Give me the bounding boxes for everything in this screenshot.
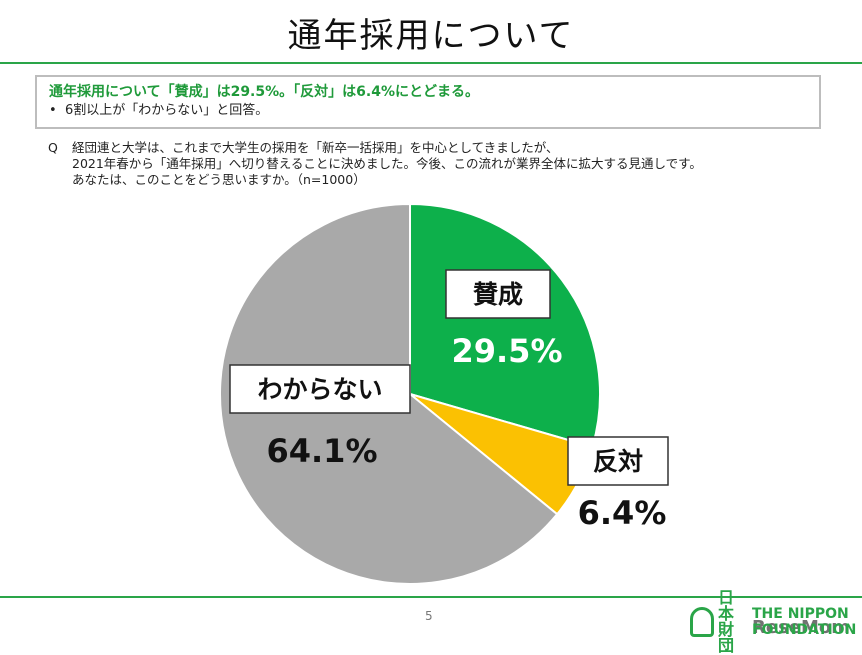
nippon-foundation-logo: 日本 財団 THE NIPPON FOUNDATION <box>690 590 860 654</box>
logo-ja-line1: 日本 <box>718 588 735 623</box>
question-line-3: あなたは、このことをどう思いますか。（n=1000） <box>72 172 366 187</box>
slice-label-3: わからない 64.1% <box>229 364 411 470</box>
logo-english: THE NIPPON FOUNDATION <box>752 606 856 638</box>
logo-en-line2: FOUNDATION <box>752 622 857 638</box>
slice-value-label: 29.5% <box>451 332 562 370</box>
page-title: 通年採用について <box>287 16 575 56</box>
question-line-2: 2021年春から「通年採用」へ切り替えることに決めました。今後、この流れが業界全… <box>72 156 702 171</box>
summary-box: 通年採用について「賛成」は29.5%。「反対」は6.4%にとどまる。 • 6割以… <box>35 75 821 129</box>
page-number: 5 <box>425 609 433 623</box>
summary-headline: 通年採用について「賛成」は29.5%。「反対」は6.4%にとどまる。 <box>49 84 479 100</box>
question-line-1: 経団連と大学は、これまで大学生の採用を「新卒一括採用」を中心としてきましたが、 <box>72 140 559 155</box>
pie-slice-1 <box>409 202 601 449</box>
footer-divider <box>0 596 862 598</box>
summary-bullet-text: 6割以上が「わからない」と回答。 <box>64 103 269 118</box>
foundation-logo-icon <box>690 607 714 637</box>
logo-ja-line2: 財団 <box>718 620 735 655</box>
slice-label-box <box>567 436 669 486</box>
slice-label-box <box>445 269 551 319</box>
slice-label-box <box>229 364 411 414</box>
watermark-text: ReseMom <box>752 617 850 638</box>
logo-japanese: 日本 財団 <box>718 590 748 654</box>
logo-en-line1: THE NIPPON <box>752 606 849 622</box>
slice-label-1: 賛成 29.5% <box>445 269 563 370</box>
survey-question: Q 経団連と大学は、これまで大学生の採用を「新卒一括採用」を中心としてきましたが… <box>48 140 848 188</box>
slice-value-label: 64.1% <box>266 432 377 470</box>
slice-category-label: わからない <box>257 375 382 404</box>
slice-label-2: 反対 6.4% <box>567 436 669 532</box>
slice-category-label: 反対 <box>593 447 643 476</box>
slice-category-label: 賛成 <box>473 280 523 309</box>
slice-value-label: 6.4% <box>578 494 667 532</box>
question-marker: Q <box>48 140 58 155</box>
summary-bullet: • 6割以上が「わからない」と回答。 <box>49 103 269 118</box>
header-divider <box>0 62 862 64</box>
